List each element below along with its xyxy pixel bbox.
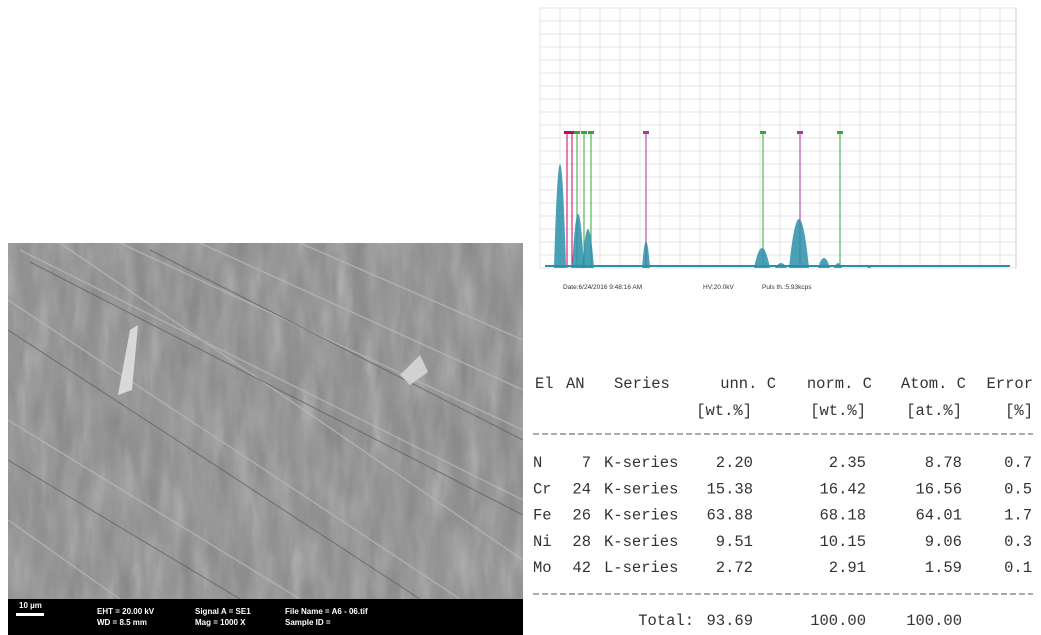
- table-cell: Fe: [533, 507, 552, 525]
- table-cell: Series: [614, 375, 670, 393]
- table-cell: Total:: [638, 612, 694, 630]
- table-cell: 1.7: [1004, 507, 1032, 525]
- table-cell: 0.7: [1004, 454, 1032, 472]
- table-cell: L-series: [604, 559, 678, 577]
- sem-info: File Name = A6 - 06.tif: [285, 607, 368, 616]
- marker-tag: [760, 131, 766, 134]
- table-cell: 2.20: [716, 454, 753, 472]
- scale-label: 10 µm: [19, 601, 42, 610]
- sem-info: Mag = 1000 X: [195, 618, 246, 627]
- table-cell: 64.01: [915, 507, 962, 525]
- table-cell: 0.5: [1004, 480, 1032, 498]
- marker-tag: [643, 131, 649, 134]
- table-cell: 100.00: [906, 612, 962, 630]
- table-cell: 7: [582, 454, 591, 472]
- spectrum: [540, 8, 1016, 268]
- table-cell: [wt.%]: [810, 402, 866, 420]
- sem-info: EHT = 20.00 kV: [97, 607, 155, 616]
- sem-image: [8, 243, 523, 599]
- table-cell: K-series: [604, 454, 678, 472]
- table-cell: 2.72: [716, 559, 753, 577]
- table-cell: K-series: [604, 533, 678, 551]
- table-cell: 16.42: [819, 480, 866, 498]
- table-cell: 10.15: [819, 533, 866, 551]
- table-cell: unn. C: [720, 375, 776, 393]
- table-cell: 93.69: [706, 612, 753, 630]
- spectrum-footer: Date:6/24/2016 9:48:16 AM: [563, 284, 642, 291]
- marker-tag: [797, 131, 803, 134]
- table-cell: 2.91: [829, 559, 866, 577]
- table-cell: 68.18: [819, 507, 866, 525]
- sem-info: WD = 8.5 mm: [97, 618, 147, 627]
- table-cell: 0.1: [1004, 559, 1032, 577]
- table-cell: 26: [572, 507, 591, 525]
- table-cell: Error: [986, 375, 1033, 393]
- table-cell: Atom. C: [901, 375, 966, 393]
- table-cell: 9.51: [716, 533, 753, 551]
- table-cell: [at.%]: [906, 402, 962, 420]
- table-cell: 9.06: [925, 533, 962, 551]
- table-cell: [%]: [1005, 402, 1033, 420]
- table-cell: 24: [572, 480, 591, 498]
- results-table: El AN Series unn. C norm. C Atom. C Error [wt.%…: [533, 375, 1033, 630]
- marker-tag: [837, 131, 843, 134]
- table-cell: 100.00: [810, 612, 866, 630]
- table-cell: 2.35: [829, 454, 866, 472]
- page: 10 µm EHT = 20.00 kV WD = 8.5 mm Signal …: [0, 0, 1041, 635]
- table-cell: [wt.%]: [696, 402, 752, 420]
- table-cell: 15.38: [706, 480, 753, 498]
- sem-info: Signal A = SE1: [195, 607, 251, 616]
- scale-bar: [16, 613, 44, 616]
- table-cell: N: [533, 454, 542, 472]
- spectrum-footer: HV:20.0kV: [703, 284, 734, 291]
- table-cell: 16.56: [915, 480, 962, 498]
- table-cell: K-series: [604, 480, 678, 498]
- table-cell: 1.59: [925, 559, 962, 577]
- marker-tag: [588, 131, 594, 134]
- table-cell: K-series: [604, 507, 678, 525]
- table-cell: 42: [572, 559, 591, 577]
- sem-info-bar: [8, 599, 523, 635]
- sem-info: Sample ID =: [285, 618, 331, 627]
- marker-tag: [574, 131, 580, 134]
- table-cell: 8.78: [925, 454, 962, 472]
- table-cell: 28: [572, 533, 591, 551]
- table-cell: Mo: [533, 559, 552, 577]
- table-cell: 0.3: [1004, 533, 1032, 551]
- table-cell: norm. C: [807, 375, 872, 393]
- table-cell: 63.88: [706, 507, 753, 525]
- table-cell: AN: [566, 375, 585, 393]
- table-cell: El: [535, 375, 554, 393]
- table-cell: Ni: [533, 533, 552, 551]
- spectrum-footer: Puls th.:5.93kcps: [762, 284, 812, 291]
- marker-tag: [581, 131, 587, 134]
- table-cell: Cr: [533, 480, 552, 498]
